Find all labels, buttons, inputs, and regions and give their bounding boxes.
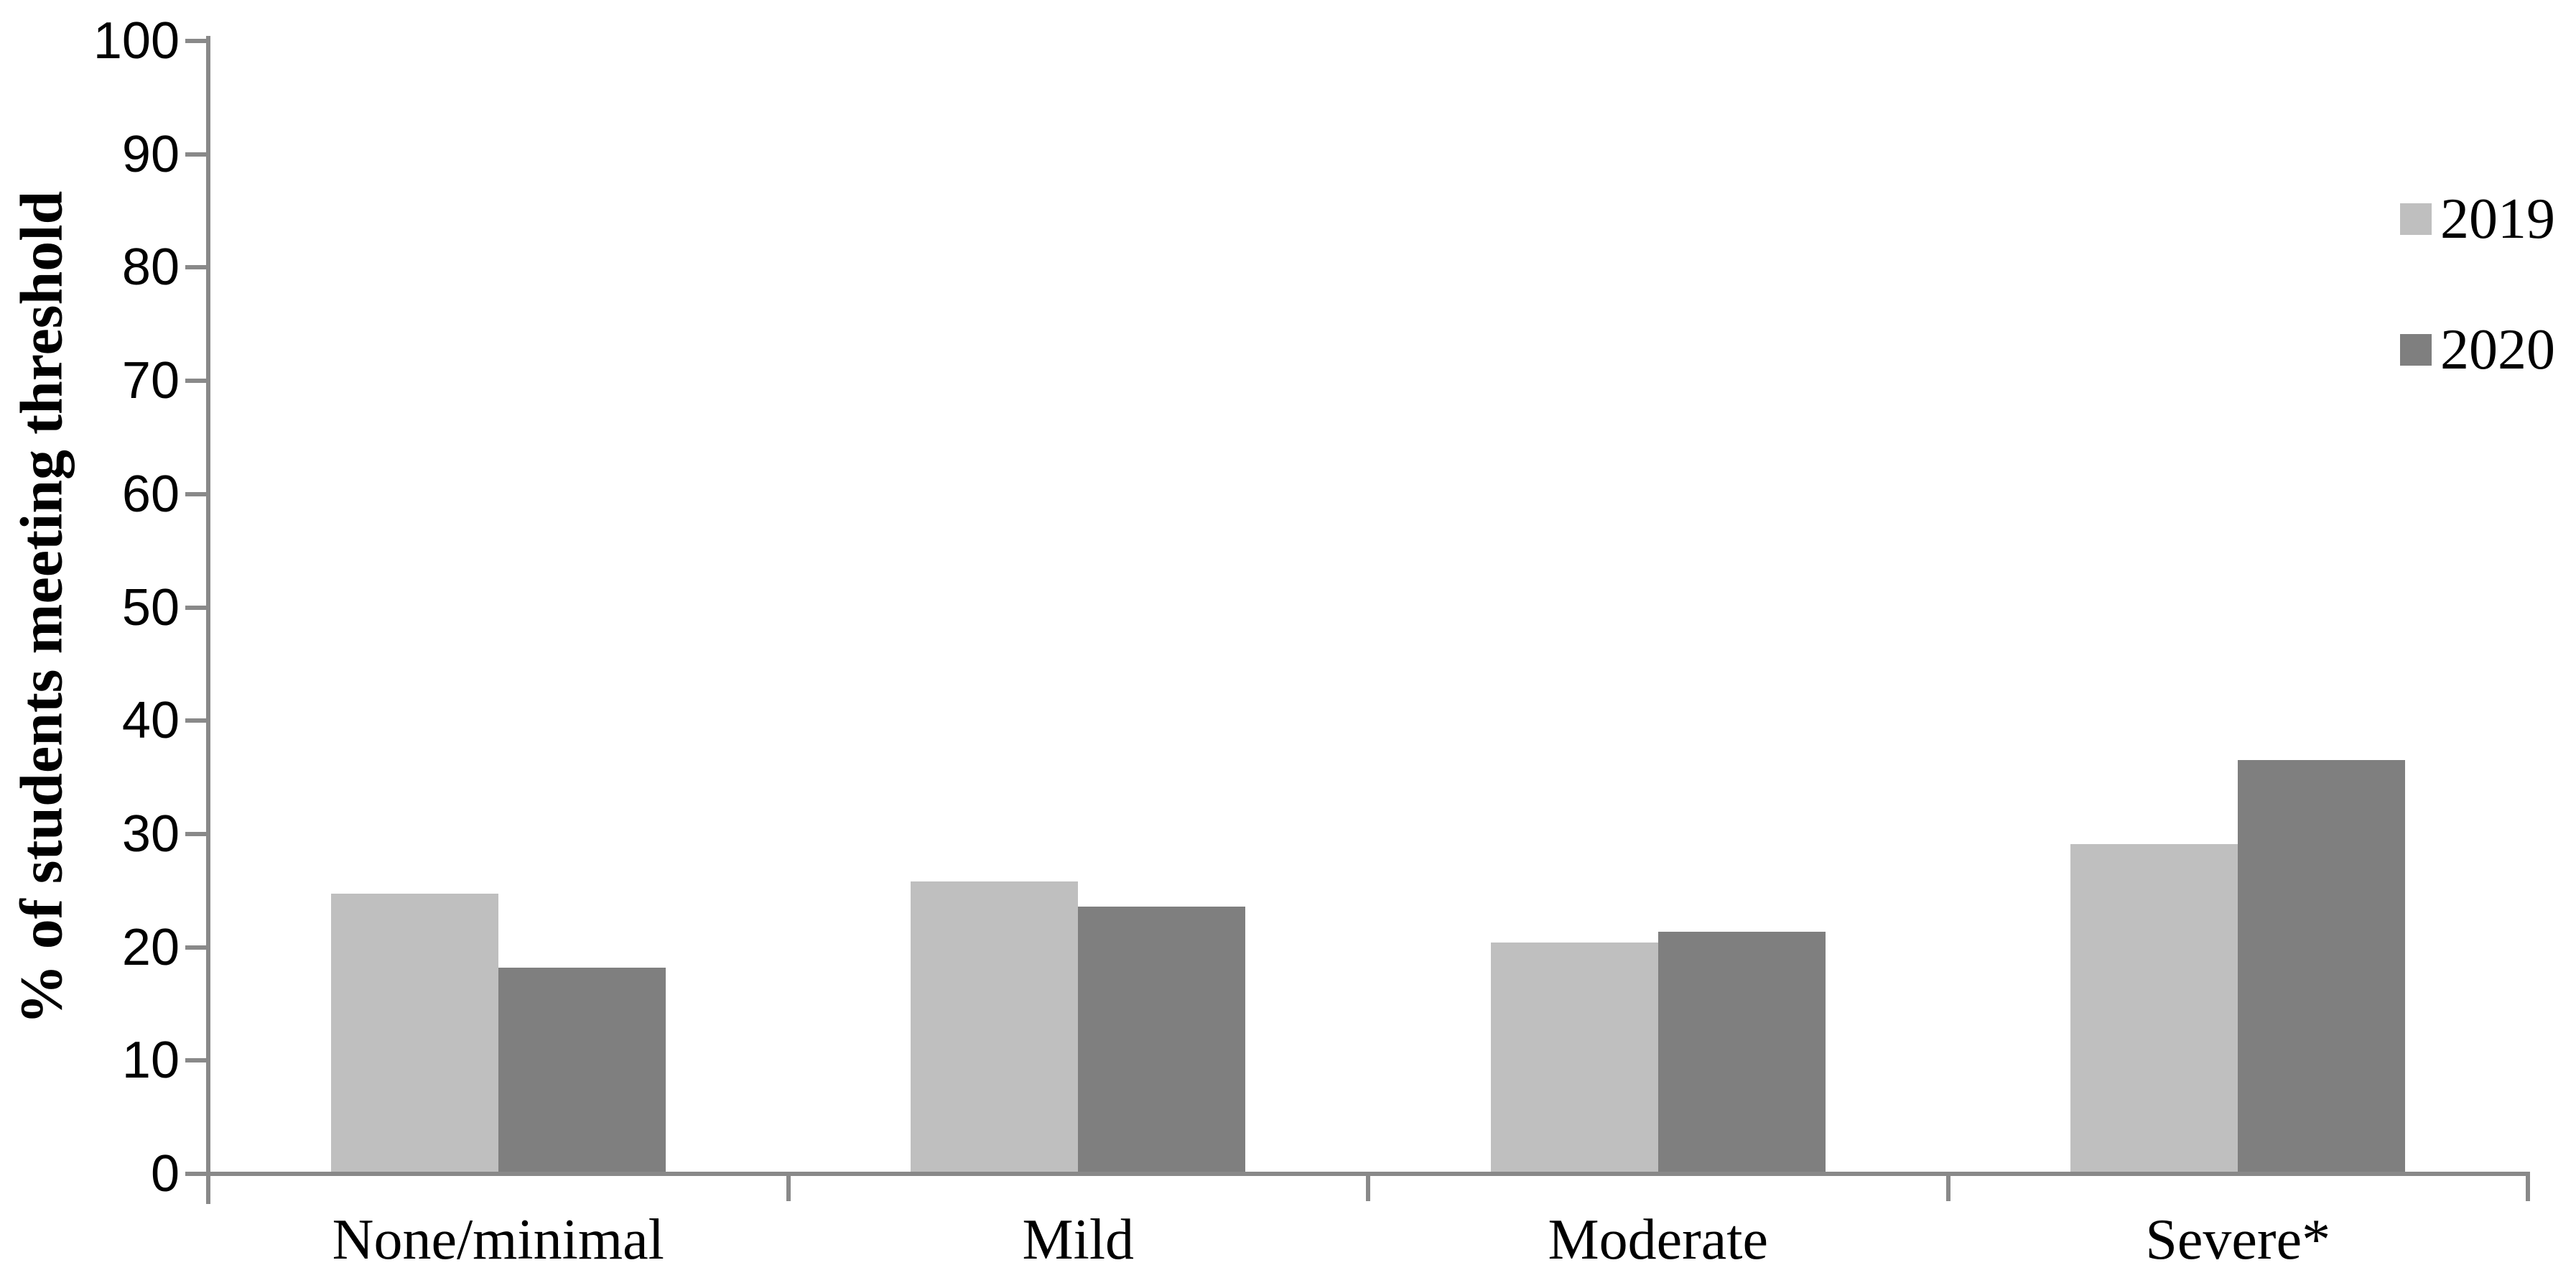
- y-tick-mark-50: [185, 605, 208, 610]
- y-tick-mark-80: [185, 265, 208, 270]
- legend-swatch-2020: [2400, 334, 2432, 366]
- x-tick-mark-0: [206, 1174, 210, 1201]
- bar-2020-none-minimal: [498, 967, 666, 1174]
- y-tick-label-50: 50: [121, 578, 180, 636]
- y-tick-mark-30: [185, 831, 208, 836]
- bar-2019-severe-: [2070, 844, 2238, 1174]
- x-tick-mark-2: [1366, 1174, 1370, 1201]
- y-axis-line: [206, 36, 210, 1204]
- category-label-moderate: Moderate: [1548, 1208, 1769, 1272]
- y-tick-label-0: 0: [150, 1145, 180, 1203]
- y-tick-mark-0: [185, 1172, 208, 1176]
- category-label-none-minimal: None/minimal: [332, 1208, 664, 1272]
- y-tick-label-60: 60: [121, 465, 180, 523]
- bar-2020-severe-: [2238, 760, 2406, 1174]
- bar-2020-mild: [1078, 906, 1246, 1174]
- x-tick-mark-1: [786, 1174, 791, 1201]
- y-tick-mark-100: [185, 39, 208, 43]
- y-tick-label-90: 90: [121, 125, 180, 183]
- legend-swatch-2019: [2400, 203, 2432, 235]
- bar-2019-moderate: [1490, 943, 1658, 1174]
- y-tick-label-80: 80: [121, 239, 180, 297]
- bar-2019-mild: [911, 881, 1079, 1174]
- x-tick-mark-4: [2526, 1174, 2530, 1201]
- y-tick-mark-40: [185, 718, 208, 723]
- y-tick-label-30: 30: [121, 805, 180, 863]
- y-tick-label-10: 10: [121, 1032, 180, 1090]
- category-label-severe-: Severe*: [2145, 1208, 2331, 1272]
- y-tick-label-40: 40: [121, 692, 180, 750]
- y-tick-label-70: 70: [121, 352, 180, 410]
- legend-label-2020: 2020: [2440, 318, 2555, 381]
- y-tick-label-20: 20: [121, 918, 180, 976]
- y-tick-mark-10: [185, 1058, 208, 1063]
- y-tick-label-100: 100: [93, 12, 180, 70]
- bar-2019-none-minimal: [330, 894, 498, 1174]
- legend-label-2019: 2019: [2440, 187, 2555, 251]
- x-tick-mark-3: [1945, 1174, 1950, 1201]
- bar-2020-moderate: [1657, 931, 1826, 1174]
- y-tick-mark-20: [185, 945, 208, 950]
- y-tick-mark-70: [185, 379, 208, 384]
- category-label-mild: Mild: [1022, 1208, 1135, 1272]
- y-tick-mark-60: [185, 491, 208, 496]
- y-tick-mark-90: [185, 152, 208, 157]
